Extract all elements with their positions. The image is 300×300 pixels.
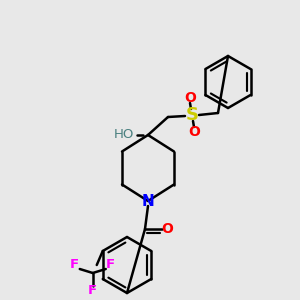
Text: F: F (88, 284, 97, 298)
Text: O: O (188, 125, 200, 139)
Text: F: F (106, 259, 115, 272)
Text: S: S (185, 106, 199, 124)
Text: O: O (161, 222, 173, 236)
Text: N: N (142, 194, 154, 208)
Text: O: O (184, 91, 196, 105)
Text: HO: HO (114, 128, 134, 142)
Text: F: F (70, 259, 79, 272)
